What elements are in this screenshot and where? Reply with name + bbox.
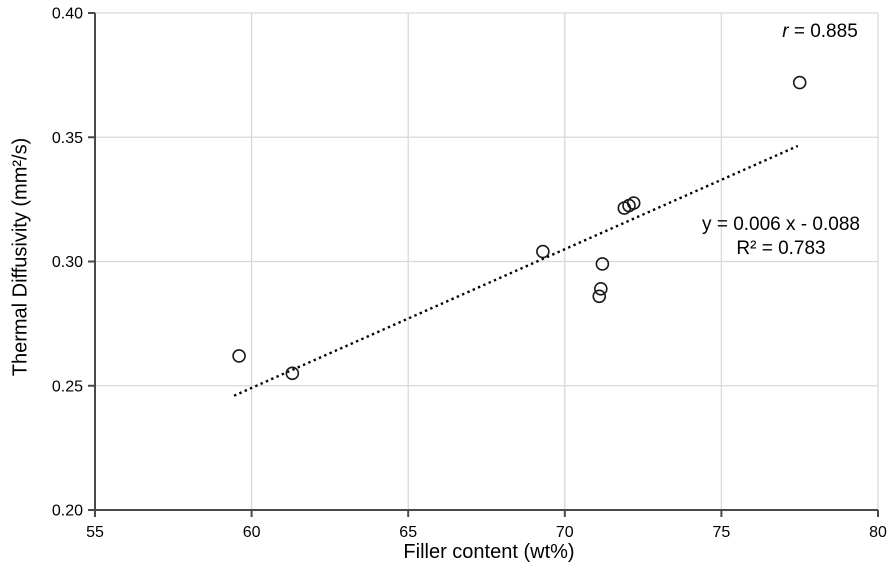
- x-tick-label: 80: [869, 524, 887, 541]
- x-tick-label: 75: [713, 524, 731, 541]
- x-tick-label: 55: [86, 524, 104, 541]
- y-tick-label: 0.20: [52, 503, 83, 520]
- regression-annotation: y = 0.006 x - 0.088 R² = 0.783: [702, 213, 860, 261]
- data-point: [626, 196, 641, 210]
- y-tick-label: 0.25: [52, 378, 83, 395]
- y-tick-label: 0.30: [52, 254, 83, 271]
- data-point: [595, 257, 610, 271]
- y-tick-label: 0.40: [52, 6, 83, 23]
- regression-equation: y = 0.006 x - 0.088: [702, 214, 860, 235]
- trendline: [233, 144, 799, 397]
- data-point: [792, 75, 807, 90]
- x-tick-label: 60: [243, 524, 261, 541]
- data-point: [232, 349, 246, 363]
- y-axis-title: Thermal Diffusivity (mm²/s): [9, 137, 32, 377]
- data-point: [536, 244, 550, 259]
- correlation-symbol: r: [782, 21, 789, 42]
- correlation-value: = 0.885: [788, 21, 858, 42]
- r-squared-value: R² = 0.783: [736, 238, 826, 259]
- y-tick-label: 0.35: [52, 130, 83, 147]
- x-axis-title: Filler content (wt%): [403, 541, 575, 563]
- data-point: [285, 366, 300, 381]
- data-point: [594, 282, 608, 296]
- x-tick-label: 65: [399, 524, 417, 541]
- data-point: [592, 289, 607, 304]
- x-tick-label: 70: [556, 524, 574, 541]
- correlation-annotation: r = 0.885: [782, 21, 858, 43]
